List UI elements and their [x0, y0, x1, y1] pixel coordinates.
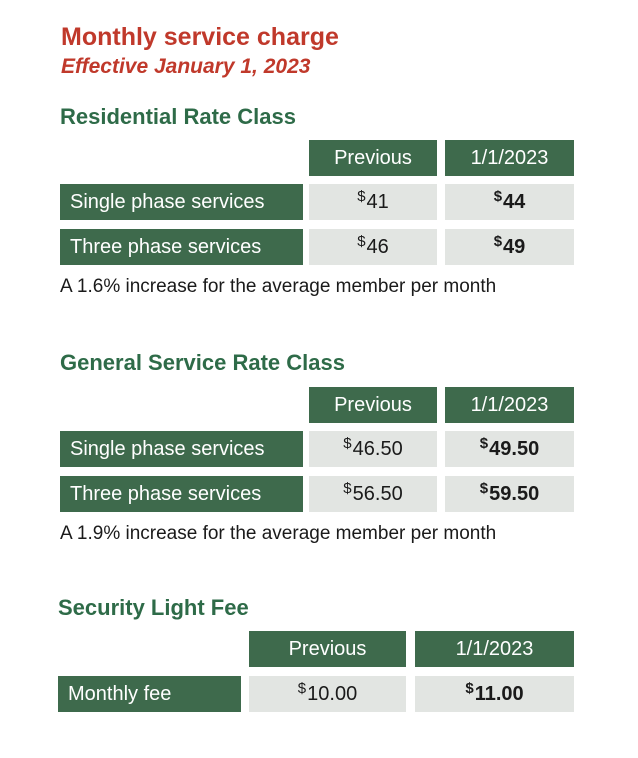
residential-three-previous: $46 — [309, 229, 437, 265]
residential-row-single-label: Single phase services — [60, 184, 303, 220]
general-col-new: 1/1/2023 — [445, 387, 574, 423]
residential-single-new: $44 — [445, 184, 574, 220]
security-monthly-previous-value: 10.00 — [307, 683, 358, 705]
residential-section-title: Residential Rate Class — [60, 104, 296, 129]
currency-symbol: $ — [479, 480, 489, 497]
general-single-new-value: 49.50 — [489, 438, 540, 460]
currency-symbol: $ — [343, 480, 352, 497]
residential-col-new: 1/1/2023 — [445, 140, 574, 176]
security-col-previous: Previous — [249, 631, 406, 667]
general-three-new: $59.50 — [445, 476, 574, 512]
residential-note: A 1.6% increase for the average member p… — [60, 276, 497, 297]
security-monthly-previous: $10.00 — [249, 676, 406, 712]
residential-three-previous-value: 46 — [366, 236, 389, 258]
residential-row-three-label: Three phase services — [60, 229, 303, 265]
residential-single-previous: $41 — [309, 184, 437, 220]
general-row-three-label: Three phase services — [60, 476, 303, 512]
currency-symbol: $ — [357, 233, 366, 250]
general-single-previous: $46.50 — [309, 431, 437, 467]
general-note: A 1.9% increase for the average member p… — [60, 523, 497, 544]
currency-symbol: $ — [493, 233, 503, 250]
security-section-title: Security Light Fee — [58, 595, 249, 620]
currency-symbol: $ — [479, 435, 489, 452]
residential-three-new: $49 — [445, 229, 574, 265]
currency-symbol: $ — [343, 435, 352, 452]
residential-three-new-value: 49 — [503, 236, 526, 258]
general-col-previous: Previous — [309, 387, 437, 423]
general-section-title: General Service Rate Class — [60, 350, 345, 375]
currency-symbol: $ — [357, 188, 366, 205]
general-single-previous-value: 46.50 — [352, 438, 403, 460]
page-title: Monthly service charge — [61, 23, 339, 51]
currency-symbol: $ — [465, 680, 474, 697]
security-monthly-new-value: 11.00 — [474, 683, 524, 705]
security-row-monthly-label: Monthly fee — [58, 676, 241, 712]
page-subtitle: Effective January 1, 2023 — [61, 55, 311, 78]
currency-symbol: $ — [297, 680, 307, 697]
security-col-new: 1/1/2023 — [415, 631, 574, 667]
currency-symbol: $ — [493, 188, 503, 205]
general-three-previous-value: 56.50 — [352, 483, 403, 505]
general-three-previous: $56.50 — [309, 476, 437, 512]
security-monthly-new: $11.00 — [415, 676, 574, 712]
general-row-single-label: Single phase services — [60, 431, 303, 467]
residential-col-previous: Previous — [309, 140, 437, 176]
general-three-new-value: 59.50 — [489, 483, 540, 505]
residential-single-previous-value: 41 — [366, 191, 389, 213]
residential-single-new-value: 44 — [503, 191, 526, 213]
general-single-new: $49.50 — [445, 431, 574, 467]
